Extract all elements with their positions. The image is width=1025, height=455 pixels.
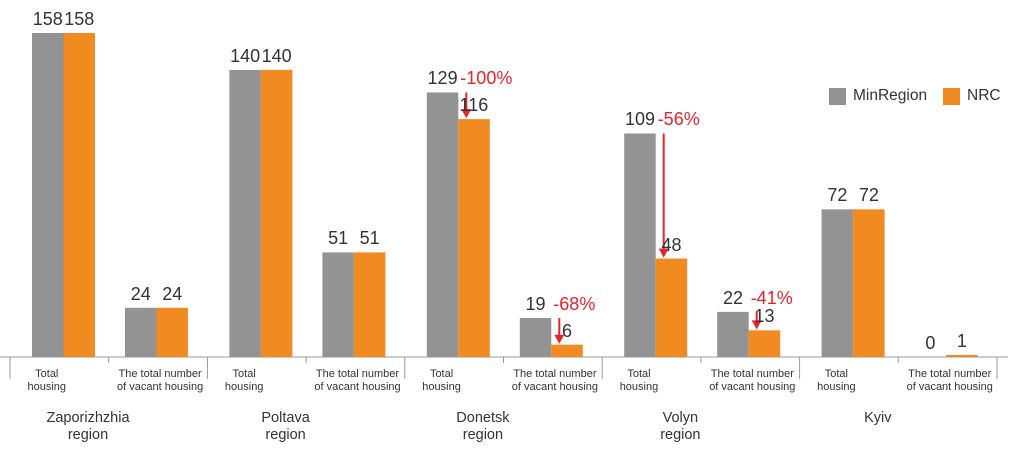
change-annotation: -100% [460,68,513,89]
subcategory-label: The total number of vacant housing [709,368,796,393]
change-arrow-head [751,320,762,330]
subcategory-label: The total number of vacant housing [511,368,599,393]
value-label: 51 [359,228,380,249]
bar [260,69,293,358]
bar [624,133,656,357]
value-label: 72 [858,185,879,206]
bar [353,252,386,357]
value-label: 129 [427,68,458,89]
group-label: Kyiv [864,410,892,426]
change-annotation: -56% [657,109,700,130]
value-label: 0 [925,333,936,353]
subcategory-label: The total number of vacant housing [906,368,993,393]
value-label: 72 [827,185,848,206]
subcategory-label: The total number of vacant housing [117,368,204,393]
bar [426,92,459,357]
value-label: 109 [624,109,655,130]
bar [821,209,854,357]
value-label: 140 [261,45,292,66]
value-label: 158 [64,9,95,29]
value-label: 24 [162,283,183,304]
bar [156,307,188,357]
value-label: 48 [661,234,682,255]
subcategory-label: Total housing [224,368,264,393]
bar [655,258,688,357]
value-label: 13 [754,306,775,327]
value-label: 158 [32,9,63,29]
bar [458,119,490,357]
group-label: Zaporizhzhia region [46,410,130,443]
bar [717,311,749,357]
legend-label: MinRegion [853,87,928,104]
change-arrow-head [554,334,565,344]
value-label: 19 [525,294,546,315]
bar [63,33,95,357]
group-label: Poltava region [261,410,310,443]
subcategory-label: Total housing [619,368,659,393]
legend-swatch [829,88,846,105]
subcategory-label: Total housing [27,368,67,393]
bar [551,344,583,357]
value-label: 22 [722,287,743,308]
group-label: Donetsk region [456,410,510,443]
subcategory-label: Total housing [817,368,856,393]
bar [32,33,64,357]
change-annotation: -41% [750,287,793,308]
bar [519,318,552,357]
bar [946,354,978,357]
legend-swatch [943,88,960,105]
group-label: Volyn region [660,410,701,443]
value-label: 6 [562,320,573,341]
bar [125,307,157,357]
bar [853,209,885,357]
value-label: 51 [328,228,349,249]
change-arrow-head [461,109,472,119]
value-label: 140 [230,45,261,66]
bar [229,69,261,358]
subcategory-label: Total housing [422,368,461,393]
subcategory-label: The total number of vacant housing [314,368,401,393]
change-annotation: -68% [553,294,596,315]
value-label: 116 [459,95,489,116]
bar [322,252,354,357]
value-label: 24 [130,283,151,304]
legend-label: NRC [967,87,1001,104]
value-label: 1 [956,330,967,351]
change-arrow-head [658,248,669,258]
bar [748,330,781,357]
